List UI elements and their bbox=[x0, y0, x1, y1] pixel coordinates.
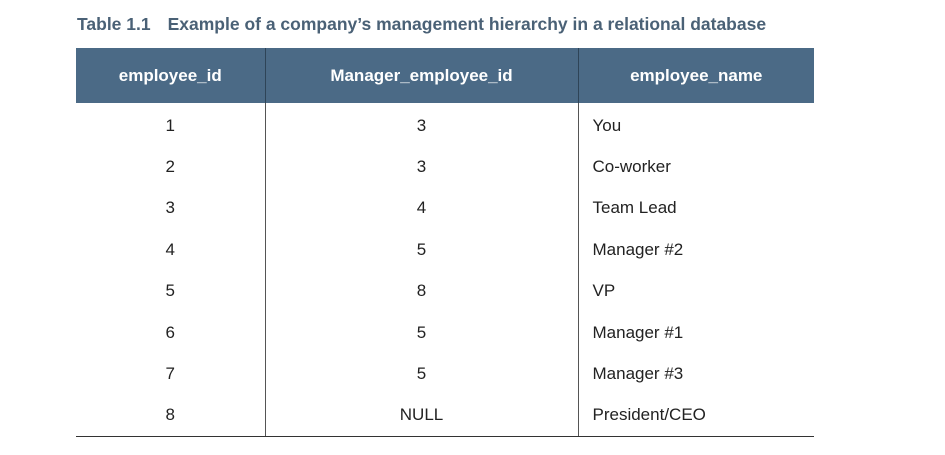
table-body: 1 3 You 2 3 Co-worker 3 4 Team Lead 4 5 … bbox=[76, 103, 814, 438]
cell-employee-id: 6 bbox=[165, 322, 175, 342]
cell-employee-id: 1 bbox=[165, 115, 175, 135]
table-title: Example of a company’s management hierar… bbox=[167, 14, 767, 34]
table-row: 2 3 Co-worker bbox=[76, 146, 814, 188]
header-row: employee_id Manager_employee_id employee… bbox=[76, 48, 814, 103]
column-header-employee-id: employee_id bbox=[76, 48, 265, 103]
cell-employee-name: Manager #3 bbox=[577, 353, 814, 395]
cell-manager-employee-id: 8 bbox=[264, 270, 578, 312]
cell-employee-name: President/CEO bbox=[577, 394, 814, 438]
column-header-manager-employee-id: Manager_employee_id bbox=[264, 48, 578, 103]
cell-manager-employee-id: 4 bbox=[264, 187, 578, 230]
cell-manager-employee-id: 5 bbox=[264, 229, 578, 271]
cell-employee-id: 8 bbox=[76, 394, 265, 438]
table-number: Table 1.1 bbox=[77, 14, 151, 34]
table-row: 7 5 Manager #3 bbox=[76, 353, 814, 395]
table-header: employee_id Manager_employee_id employee… bbox=[76, 48, 814, 103]
table-row: 5 8 VP bbox=[76, 270, 814, 312]
cell-employee-id: 2 bbox=[165, 157, 175, 177]
table-caption: Table 1.1 Example of a company’s manageme… bbox=[77, 14, 766, 35]
cell-manager-employee-id: 3 bbox=[264, 103, 578, 147]
cell-manager-employee-id: 3 bbox=[264, 146, 578, 188]
cell-employee-name: Co-worker bbox=[577, 146, 814, 188]
cell-manager-employee-id: NULL bbox=[264, 394, 578, 438]
cell-employee-name: Team Lead bbox=[577, 187, 814, 230]
cell-employee-name: You bbox=[577, 103, 814, 147]
cell-employee-name: Manager #2 bbox=[577, 229, 814, 271]
table-row: 3 4 Team Lead bbox=[76, 187, 814, 230]
cell-employee-id: 3 bbox=[165, 198, 175, 218]
hierarchy-table: employee_id Manager_employee_id employee… bbox=[76, 48, 814, 438]
table-row: 4 5 Manager #2 bbox=[76, 229, 814, 271]
table-row: 1 3 You bbox=[76, 103, 814, 147]
table-row: 6 5 Manager #1 bbox=[76, 311, 814, 354]
cell-employee-id: 4 bbox=[165, 239, 175, 259]
cell-manager-employee-id: 5 bbox=[264, 353, 578, 395]
cell-employee-name: VP bbox=[577, 270, 814, 312]
column-header-employee-name: employee_name bbox=[577, 48, 814, 103]
cell-employee-id: 7 bbox=[165, 364, 175, 384]
cell-employee-id: 5 bbox=[165, 281, 175, 301]
cell-manager-employee-id: 5 bbox=[264, 311, 578, 354]
table-row: 8 NULL President/CEO bbox=[76, 394, 814, 438]
cell-employee-name: Manager #1 bbox=[577, 311, 814, 354]
